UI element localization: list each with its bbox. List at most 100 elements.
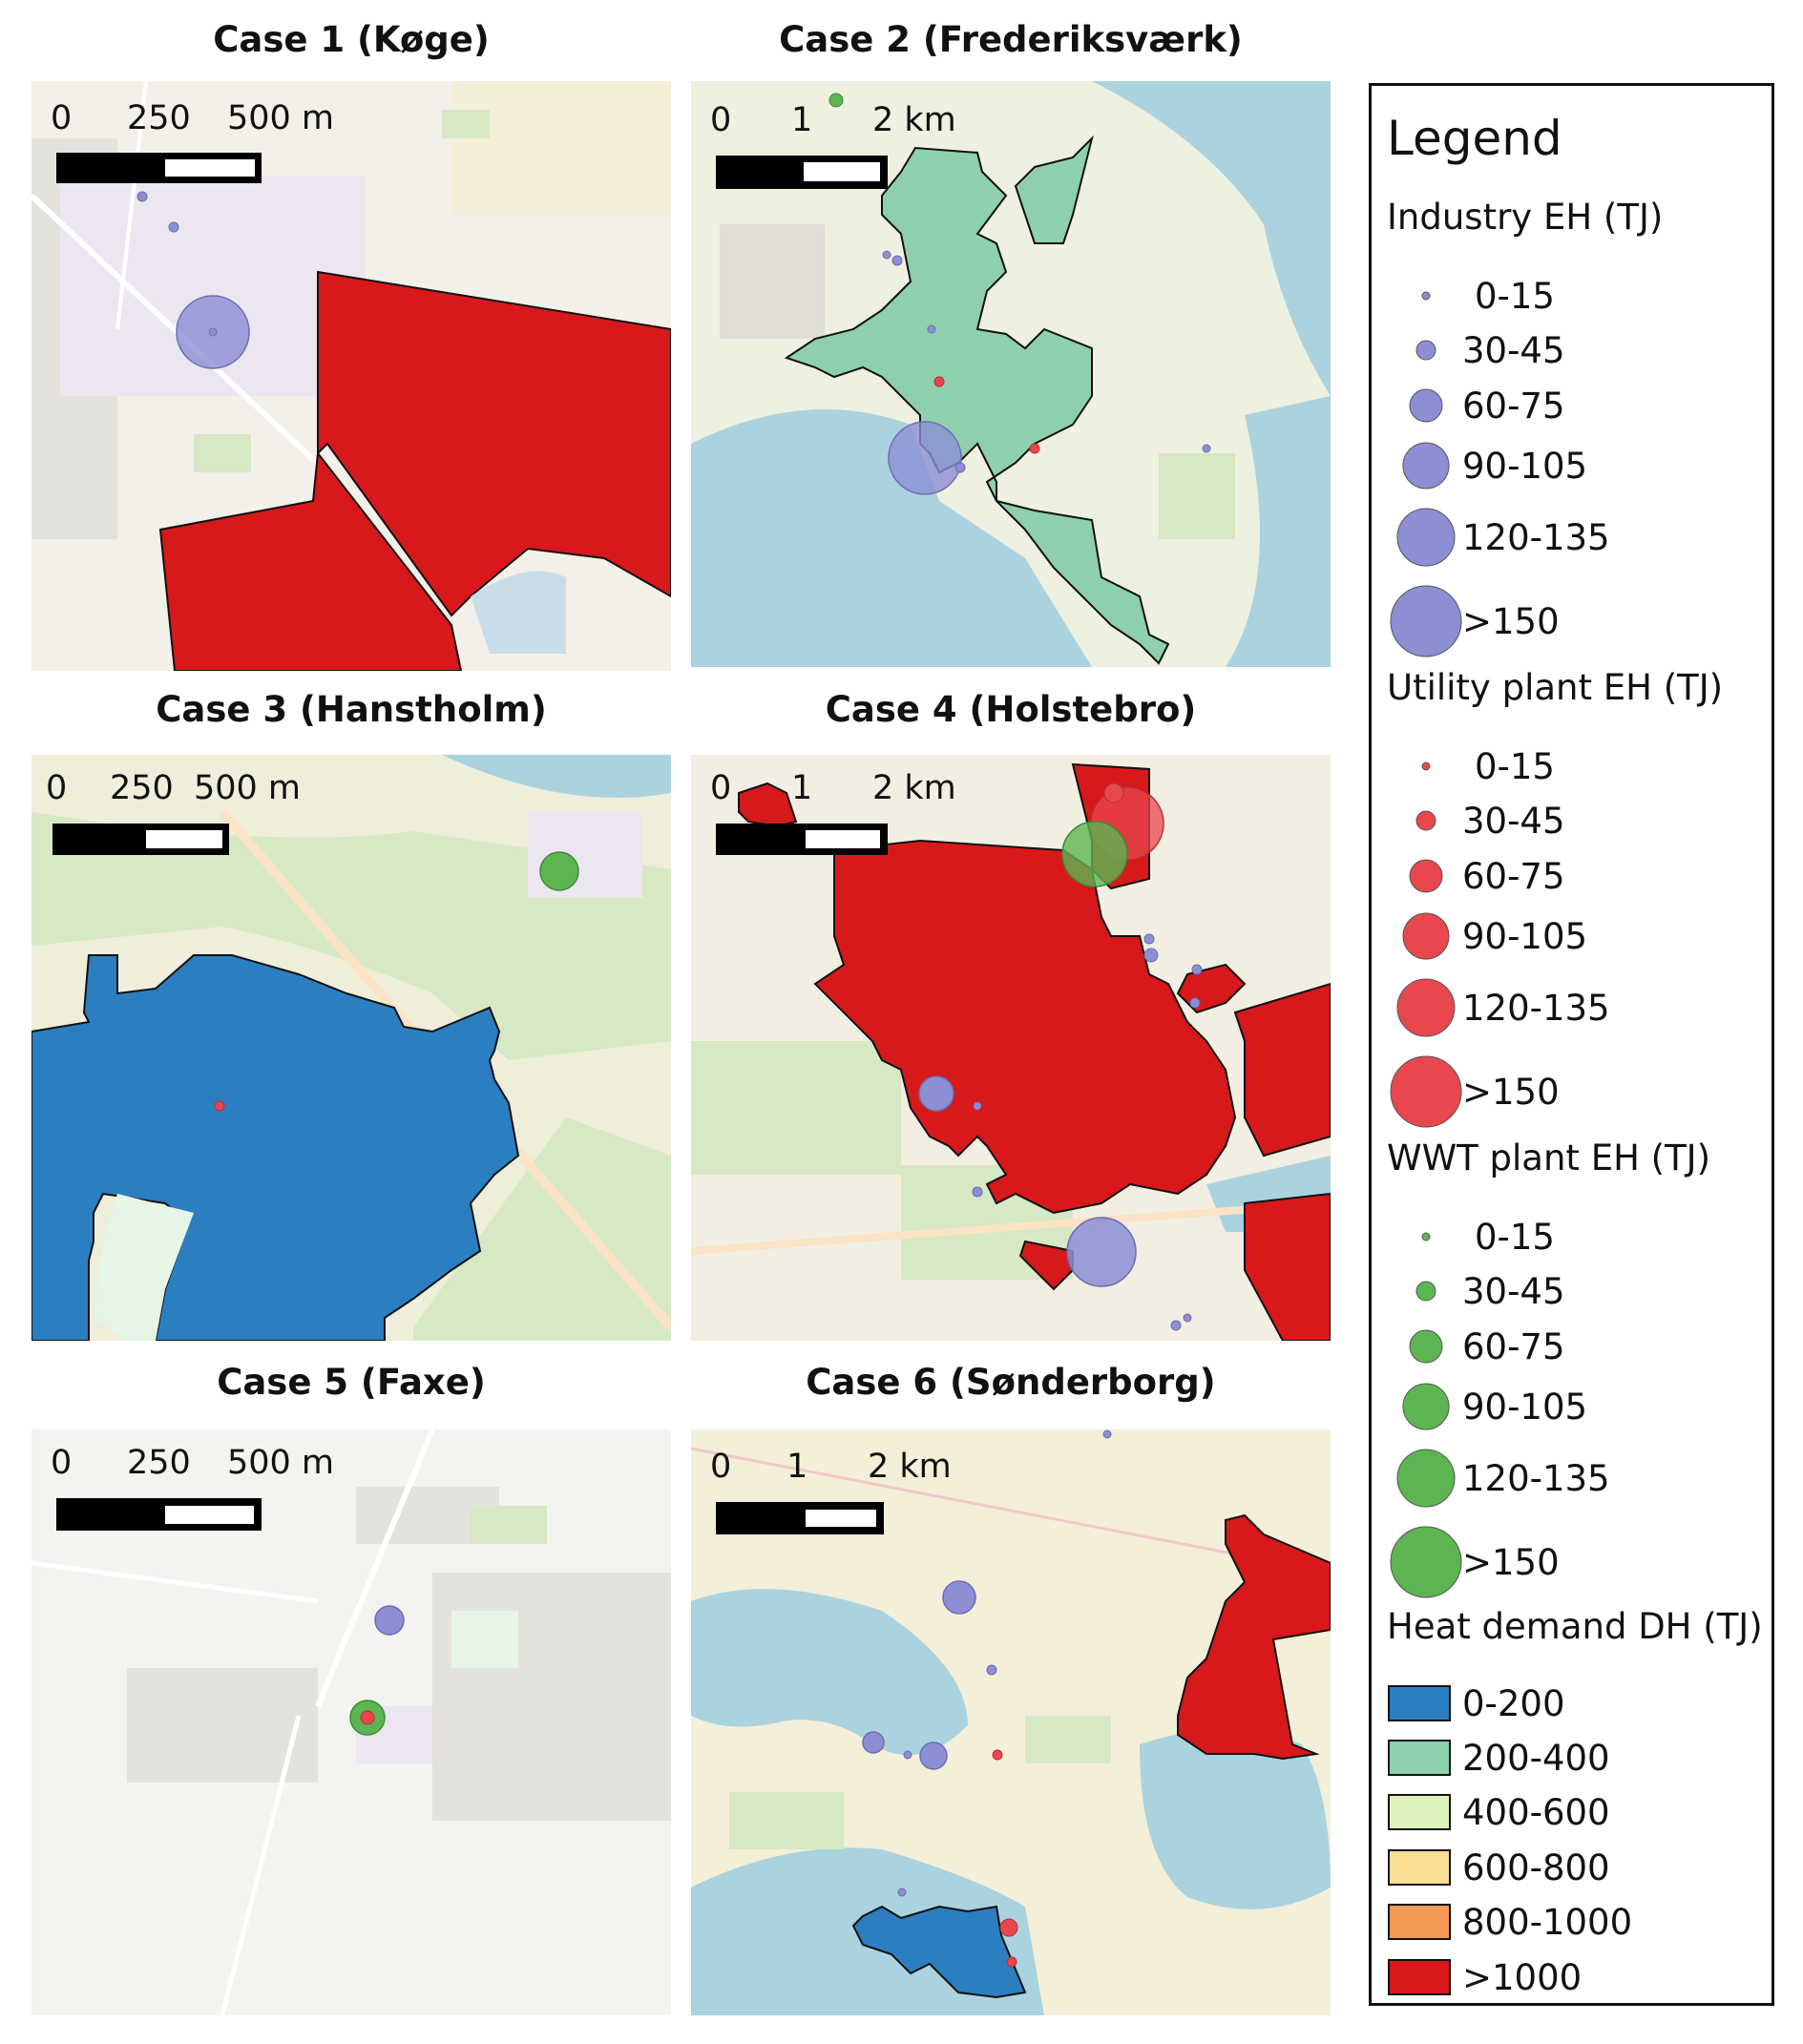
scale-label-0: 0 (46, 769, 67, 807)
industry-point (862, 1731, 885, 1754)
scale-label-0: 0 (710, 769, 731, 807)
utility-point (999, 1918, 1018, 1937)
industry-point (1191, 964, 1203, 975)
scale-label-mid: 250 (127, 99, 191, 137)
industry-point (1143, 948, 1159, 963)
scale-label-mid: 1 (786, 1448, 807, 1486)
legend-swatch (1388, 1959, 1451, 1995)
legend-item-label: >150 (1462, 1072, 1560, 1113)
map-case6: 0 1 2 km (691, 1429, 1331, 2015)
industry-point (1143, 933, 1155, 945)
legend-symbol (1402, 912, 1450, 960)
scale-bar: 0 250 500 m (51, 1444, 334, 1531)
industry-point (973, 1101, 982, 1111)
legend-item-label: 200-400 (1462, 1738, 1610, 1779)
legend-item-label: 120-135 (1462, 517, 1610, 558)
wwt-point (1061, 821, 1128, 887)
dh-area (784, 146, 1170, 665)
scale-label-end: 500 m (227, 1444, 334, 1482)
legend-item-label: 30-45 (1462, 330, 1565, 371)
legend-symbol (1390, 1526, 1462, 1598)
legend-box: Legend Industry EH (TJ) 0-15 30-45 60-75 90-… (1369, 83, 1774, 2006)
legend-item-label: >1000 (1462, 1957, 1582, 1998)
map-panel-case2: 0 1 2 km (691, 81, 1331, 667)
legend-symbol (1396, 508, 1456, 567)
industry-point (919, 1742, 948, 1770)
legend-sections: Industry EH (TJ) 0-15 30-45 60-75 90-105 120-… (1387, 197, 1763, 1998)
scale-label-end: 2 km (872, 101, 956, 139)
map-case3: 0 250 500 m (31, 755, 671, 1341)
legend-symbol (1415, 1281, 1436, 1302)
industry-point (927, 324, 936, 334)
industry-point (888, 421, 962, 495)
legend-symbol (1409, 1329, 1443, 1364)
legend-section-title: Utility plant EH (TJ) (1387, 667, 1723, 708)
legend-symbol (1396, 978, 1456, 1037)
legend-item-label: >150 (1462, 601, 1560, 642)
scale-label-mid: 1 (791, 101, 812, 139)
legend-item-label: 60-75 (1462, 856, 1565, 897)
map-panel-case4: 0 1 2 km (691, 755, 1331, 1341)
industry-point (168, 221, 179, 233)
industry-point (1189, 997, 1201, 1009)
legend-swatch (1388, 1685, 1451, 1721)
wwt-point (539, 851, 579, 891)
legend-section-title: Heat demand DH (TJ) (1387, 1606, 1763, 1647)
wwt-point (828, 93, 844, 108)
map-case4: 0 1 2 km (691, 755, 1331, 1341)
map-case5: 0 250 500 m (31, 1429, 671, 2015)
scale-label-mid: 250 (110, 769, 174, 807)
legend-item-label: 400-600 (1462, 1792, 1610, 1833)
legend-item-label: 30-45 (1462, 801, 1565, 842)
scale-label-0: 0 (51, 99, 72, 137)
scale-label-0: 0 (710, 1448, 731, 1486)
panel-title-case4: Case 4 (Holstebro) (825, 689, 1197, 730)
industry-point (986, 1664, 997, 1676)
industry-point (972, 1186, 983, 1198)
industry-point (1066, 1217, 1137, 1287)
legend-symbol (1390, 1055, 1462, 1128)
scale-bar: 0 1 2 km (710, 769, 956, 855)
industry-point (897, 1888, 907, 1897)
scale-label-end: 2 km (872, 769, 956, 807)
legend-swatch (1388, 1849, 1451, 1886)
industry-point (942, 1580, 976, 1615)
legend-swatch (1388, 1794, 1451, 1830)
scale-bar: 0 250 500 m (51, 99, 334, 183)
legend-swatch (1388, 1904, 1451, 1940)
industry-point (208, 327, 218, 337)
legend-content: Legend Industry EH (TJ) 0-15 30-45 60-75 90-… (1387, 111, 1763, 1998)
panel-title-case3: Case 3 (Hanstholm) (156, 689, 547, 730)
dh-area (813, 839, 1237, 1215)
legend-symbol (1409, 859, 1443, 893)
legend-symbol (1402, 442, 1450, 490)
legend-symbol (1402, 1383, 1450, 1430)
utility-point (1006, 1956, 1017, 1968)
industry-point (891, 255, 903, 266)
legend-symbol (1415, 810, 1436, 831)
legend-item-label: 120-135 (1462, 1458, 1610, 1499)
industry-point (1170, 1320, 1182, 1331)
scale-label-0: 0 (710, 101, 731, 139)
legend-symbol (1421, 1232, 1431, 1241)
dh-area (1177, 1513, 1331, 1761)
map-case1: 0 250 500 m (31, 81, 671, 671)
industry-point (1183, 1313, 1192, 1323)
scale-label-end: 500 m (194, 769, 301, 807)
map-panel-case3: 0 250 500 m (31, 755, 671, 1341)
legend-item-label: 90-105 (1462, 916, 1587, 957)
legend-item-label: 90-105 (1462, 446, 1587, 487)
map-panel-case6: 0 1 2 km (691, 1429, 1331, 2015)
map-panel-case5: 0 250 500 m (31, 1429, 671, 2015)
utility-point (214, 1100, 225, 1112)
legend-item-label: 60-75 (1462, 1326, 1565, 1367)
legend-symbol (1421, 761, 1431, 771)
legend-item-label: 0-15 (1475, 1217, 1555, 1258)
panel-title-case2: Case 2 (Frederiksværk) (779, 19, 1243, 60)
legend-section-title: Industry EH (TJ) (1387, 197, 1663, 238)
legend-symbol (1390, 585, 1462, 657)
scale-label-end: 500 m (227, 99, 334, 137)
scale-label-mid: 1 (791, 769, 812, 807)
industry-point (136, 191, 148, 202)
legend-title: Legend (1387, 111, 1562, 166)
